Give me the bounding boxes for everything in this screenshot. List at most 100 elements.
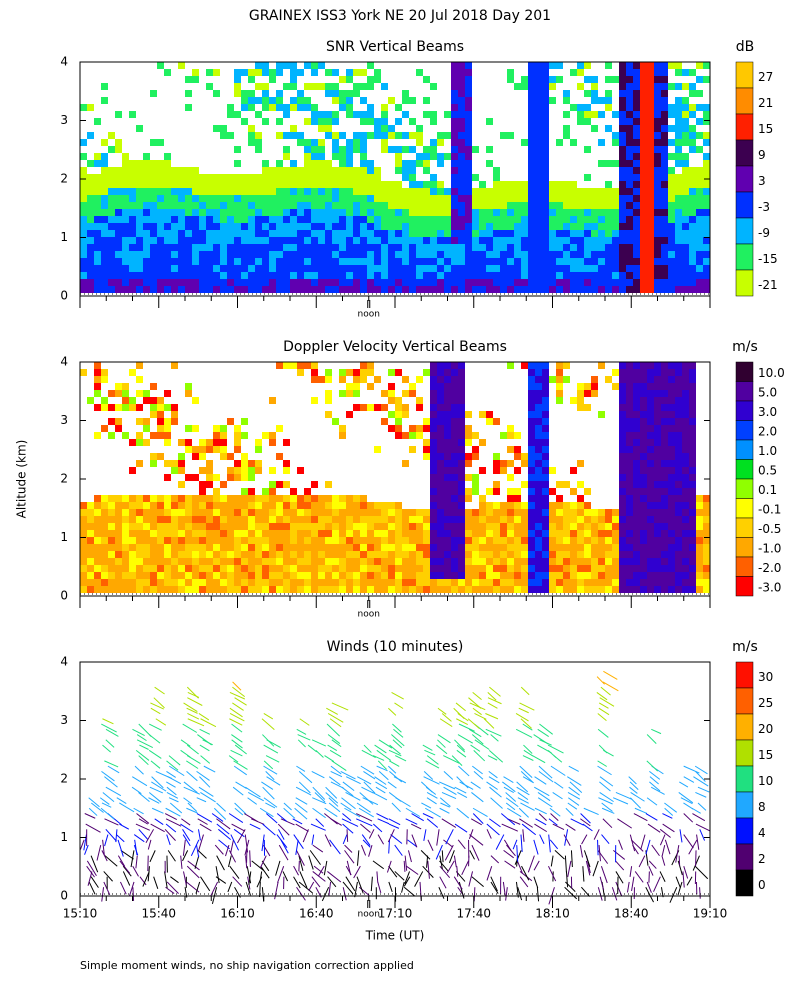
field-cell xyxy=(591,376,598,383)
wind-barb xyxy=(468,728,482,738)
field-cell xyxy=(234,523,241,530)
field-cell xyxy=(703,279,710,286)
field-cell xyxy=(339,369,346,376)
field-cell xyxy=(269,516,276,523)
field-cell xyxy=(318,202,325,209)
field-cell xyxy=(591,279,598,286)
field-cell xyxy=(437,369,444,376)
field-cell xyxy=(115,502,122,509)
field-cell xyxy=(353,279,360,286)
field-cell xyxy=(388,209,395,216)
field-cell xyxy=(164,223,171,230)
wind-barb xyxy=(282,871,289,882)
field-cell xyxy=(542,558,549,565)
wind-barb xyxy=(521,823,537,836)
field-cell xyxy=(192,167,199,174)
field-cell xyxy=(640,460,647,467)
field-cell xyxy=(115,286,122,293)
field-cell xyxy=(626,181,633,188)
wind-barb xyxy=(353,865,361,879)
field-cell xyxy=(360,188,367,195)
field-cell xyxy=(633,146,640,153)
field-cell xyxy=(696,188,703,195)
field-cell xyxy=(157,502,164,509)
field-cell xyxy=(374,181,381,188)
field-cell xyxy=(297,495,304,502)
field-cell xyxy=(661,90,668,97)
field-cell xyxy=(171,523,178,530)
field-cell xyxy=(381,104,388,111)
field-cell xyxy=(647,530,654,537)
field-cell xyxy=(612,132,619,139)
field-cell xyxy=(661,383,668,390)
field-cell xyxy=(136,523,143,530)
field-cell xyxy=(311,586,318,593)
field-cell xyxy=(626,272,633,279)
field-cell xyxy=(241,579,248,586)
field-cell xyxy=(304,362,311,369)
field-cell xyxy=(661,160,668,167)
field-cell xyxy=(220,286,227,293)
field-cell xyxy=(430,251,437,258)
field-cell xyxy=(661,69,668,76)
field-cell xyxy=(115,495,122,502)
field-cell xyxy=(654,195,661,202)
field-cell xyxy=(192,181,199,188)
field-cell xyxy=(416,209,423,216)
field-cell xyxy=(171,181,178,188)
wind-barb xyxy=(340,802,352,811)
field-cell xyxy=(430,495,437,502)
field-cell xyxy=(633,230,640,237)
wind-barb xyxy=(199,823,212,832)
wind-barb xyxy=(651,844,660,857)
wind-barb xyxy=(470,744,481,752)
field-cell xyxy=(577,502,584,509)
field-cell xyxy=(318,83,325,90)
field-cell xyxy=(262,537,269,544)
wind-barb xyxy=(445,829,454,845)
wind-barb xyxy=(138,792,150,803)
field-cell xyxy=(654,453,661,460)
field-cell xyxy=(444,286,451,293)
field-cell xyxy=(465,90,472,97)
field-cell xyxy=(192,244,199,251)
field-cell xyxy=(521,460,528,467)
field-cell xyxy=(626,104,633,111)
field-cell xyxy=(290,104,297,111)
field-cell xyxy=(206,572,213,579)
wind-barb xyxy=(423,771,434,780)
field-cell xyxy=(661,586,668,593)
field-cell xyxy=(682,167,689,174)
field-cell xyxy=(297,502,304,509)
field-cell xyxy=(192,209,199,216)
y-tick-label: 3 xyxy=(60,113,68,127)
field-cell xyxy=(584,202,591,209)
colorbar-label: 3 xyxy=(758,174,766,188)
field-cell xyxy=(150,160,157,167)
field-cell xyxy=(486,118,493,125)
field-cell xyxy=(402,111,409,118)
field-cell xyxy=(353,244,360,251)
field-cell xyxy=(374,202,381,209)
wind-barb xyxy=(297,739,306,748)
field-cell xyxy=(640,572,647,579)
colorbar-unit: m/s xyxy=(732,339,758,355)
field-cell xyxy=(388,572,395,579)
field-cell xyxy=(493,265,500,272)
field-cell xyxy=(563,209,570,216)
wind-barb xyxy=(148,734,161,744)
wind-barb xyxy=(414,871,424,887)
wind-barb xyxy=(638,855,646,868)
field-cell xyxy=(185,104,192,111)
wind-barb xyxy=(597,728,609,738)
field-cell xyxy=(283,62,290,69)
field-cell xyxy=(108,209,115,216)
wind-barb xyxy=(227,855,232,868)
field-cell xyxy=(416,272,423,279)
wind-barb xyxy=(554,850,565,860)
field-cell xyxy=(675,397,682,404)
wind-barb xyxy=(534,776,547,785)
field-cell xyxy=(430,369,437,376)
wind-barb xyxy=(182,723,198,733)
field-cell xyxy=(696,523,703,530)
